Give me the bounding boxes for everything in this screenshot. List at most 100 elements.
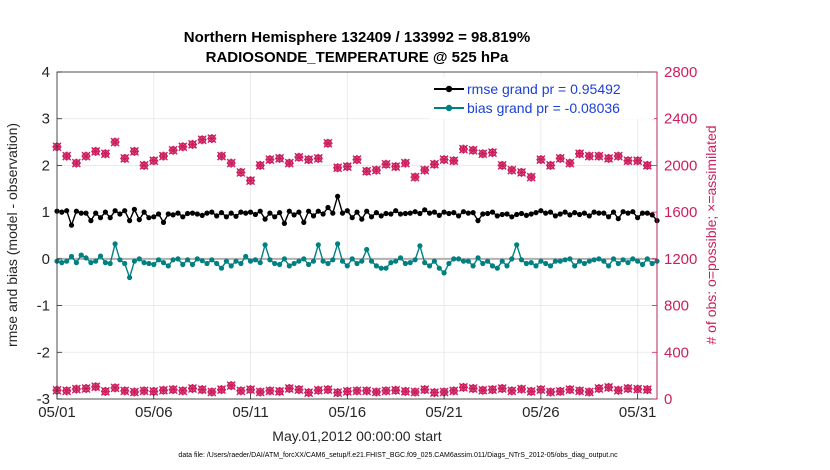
y-right-tick-label: 2000 bbox=[664, 157, 697, 174]
bias-point bbox=[141, 260, 147, 266]
rmse-point bbox=[489, 209, 496, 215]
y-right-tick-label: 1600 bbox=[664, 204, 697, 221]
obs-high-point-assimilated bbox=[246, 176, 256, 186]
bias-point bbox=[64, 258, 70, 264]
obs-low-point-assimilated bbox=[62, 386, 72, 396]
bias-point bbox=[523, 260, 530, 267]
legend: rmse grand pr = 0.95492 bias grand pr = … bbox=[430, 77, 654, 119]
obs-high-point-assimilated bbox=[604, 153, 614, 163]
y-left-tick-label: 3 bbox=[42, 111, 50, 128]
bias-point bbox=[185, 257, 191, 263]
bias-point bbox=[131, 258, 137, 264]
obs-low-point-assimilated bbox=[642, 385, 652, 395]
rmse-point bbox=[412, 209, 418, 215]
bias-point bbox=[644, 256, 650, 262]
bias-point bbox=[243, 253, 249, 260]
rmse-point bbox=[78, 210, 84, 216]
x-axis-label: May.01,2012 00:00:00 start bbox=[272, 428, 442, 444]
rmse-point bbox=[107, 215, 113, 221]
y-right-tick-label: 400 bbox=[664, 344, 689, 361]
obs-high-point-assimilated bbox=[429, 159, 439, 169]
rmse-point bbox=[330, 210, 336, 216]
bias-point bbox=[412, 257, 418, 263]
obs-high-point-assimilated bbox=[642, 160, 652, 170]
chart-subtitle: RADIOSONDE_TEMPERATURE @ 525 hPa bbox=[206, 49, 509, 66]
rmse-point bbox=[64, 208, 70, 214]
bias-point bbox=[228, 263, 234, 269]
bias-point bbox=[586, 258, 592, 264]
bias-point bbox=[407, 260, 413, 266]
obs-high-point-assimilated bbox=[110, 137, 120, 147]
obs-high-point-assimilated bbox=[352, 155, 362, 165]
obs-low-point-assimilated bbox=[555, 386, 565, 396]
rmse-point bbox=[460, 209, 467, 215]
bias-point bbox=[301, 256, 307, 262]
obs-low-point-assimilated bbox=[110, 383, 120, 393]
rmse-point bbox=[625, 210, 631, 216]
bias-point bbox=[262, 242, 268, 248]
rmse-point bbox=[180, 214, 186, 220]
rmse-point bbox=[538, 208, 544, 214]
rmse-point bbox=[117, 211, 123, 217]
obs-low-point-assimilated bbox=[468, 383, 478, 393]
rmse-point bbox=[218, 210, 225, 216]
rmse-point bbox=[639, 210, 646, 216]
x-tick-label: 05/01 bbox=[38, 404, 76, 421]
rmse-point bbox=[606, 214, 612, 220]
rmse-point bbox=[228, 210, 234, 216]
obs-low-point-assimilated bbox=[236, 386, 246, 396]
y-left-tick-label: -3 bbox=[37, 391, 50, 408]
obs-high-point-assimilated bbox=[226, 158, 236, 168]
bias-point bbox=[572, 263, 578, 269]
bias-point bbox=[83, 255, 89, 261]
bias-point bbox=[325, 260, 331, 267]
obs-high-point-assimilated bbox=[168, 145, 178, 155]
rmse-point bbox=[644, 210, 650, 216]
x-tick-label: 05/11 bbox=[232, 404, 268, 421]
obs-low-point-assimilated bbox=[575, 386, 585, 396]
obs-low-point-assimilated bbox=[429, 388, 439, 398]
x-tick-label: 05/31 bbox=[619, 404, 657, 421]
obs-low-point-assimilated bbox=[284, 383, 294, 393]
bias-point bbox=[378, 265, 384, 271]
rmse-point bbox=[306, 208, 312, 214]
obs-high-point-assimilated bbox=[410, 172, 420, 182]
obs-high-point-assimilated bbox=[149, 156, 159, 166]
rmse-point bbox=[533, 210, 539, 216]
bias-point bbox=[180, 261, 186, 268]
bias-point bbox=[175, 256, 181, 262]
bias-point bbox=[601, 258, 607, 264]
rmse-point bbox=[427, 210, 433, 216]
obs-high-point-assimilated bbox=[197, 135, 207, 145]
obs-low-point-assimilated bbox=[81, 383, 91, 393]
rmse-point bbox=[378, 213, 384, 219]
obs-high-point-assimilated bbox=[275, 153, 285, 163]
obs-high-point-assimilated bbox=[449, 156, 459, 166]
obs-high-point-assimilated bbox=[294, 152, 304, 162]
obs-low-point-assimilated bbox=[120, 386, 130, 396]
bias-point bbox=[451, 256, 457, 262]
rmse-point bbox=[136, 217, 142, 223]
bias-point bbox=[310, 258, 317, 264]
legend-box bbox=[430, 77, 654, 119]
legend-bias-marker bbox=[445, 104, 453, 112]
bias-point bbox=[489, 263, 496, 269]
bias-point bbox=[291, 260, 297, 267]
obs-low-point-assimilated bbox=[129, 387, 139, 397]
obs-low-point-assimilated bbox=[139, 386, 149, 396]
obs-low-point-assimilated bbox=[517, 384, 527, 394]
bias-point bbox=[277, 261, 283, 268]
obs-low-point-assimilated bbox=[391, 385, 401, 395]
obs-low-point-assimilated bbox=[604, 382, 614, 392]
obs-high-point-assimilated bbox=[371, 165, 381, 175]
y-left-tick-label: 4 bbox=[42, 64, 50, 81]
bias-point bbox=[480, 260, 486, 267]
obs-high-point-assimilated bbox=[381, 159, 391, 169]
rmse-point bbox=[354, 209, 360, 215]
rmse-point bbox=[286, 208, 292, 214]
bias-point bbox=[368, 258, 375, 264]
rmse-point bbox=[388, 211, 394, 217]
rmse-point bbox=[156, 211, 162, 217]
obs-low-point-assimilated bbox=[613, 385, 623, 395]
obs-high-point-assimilated bbox=[217, 151, 227, 161]
